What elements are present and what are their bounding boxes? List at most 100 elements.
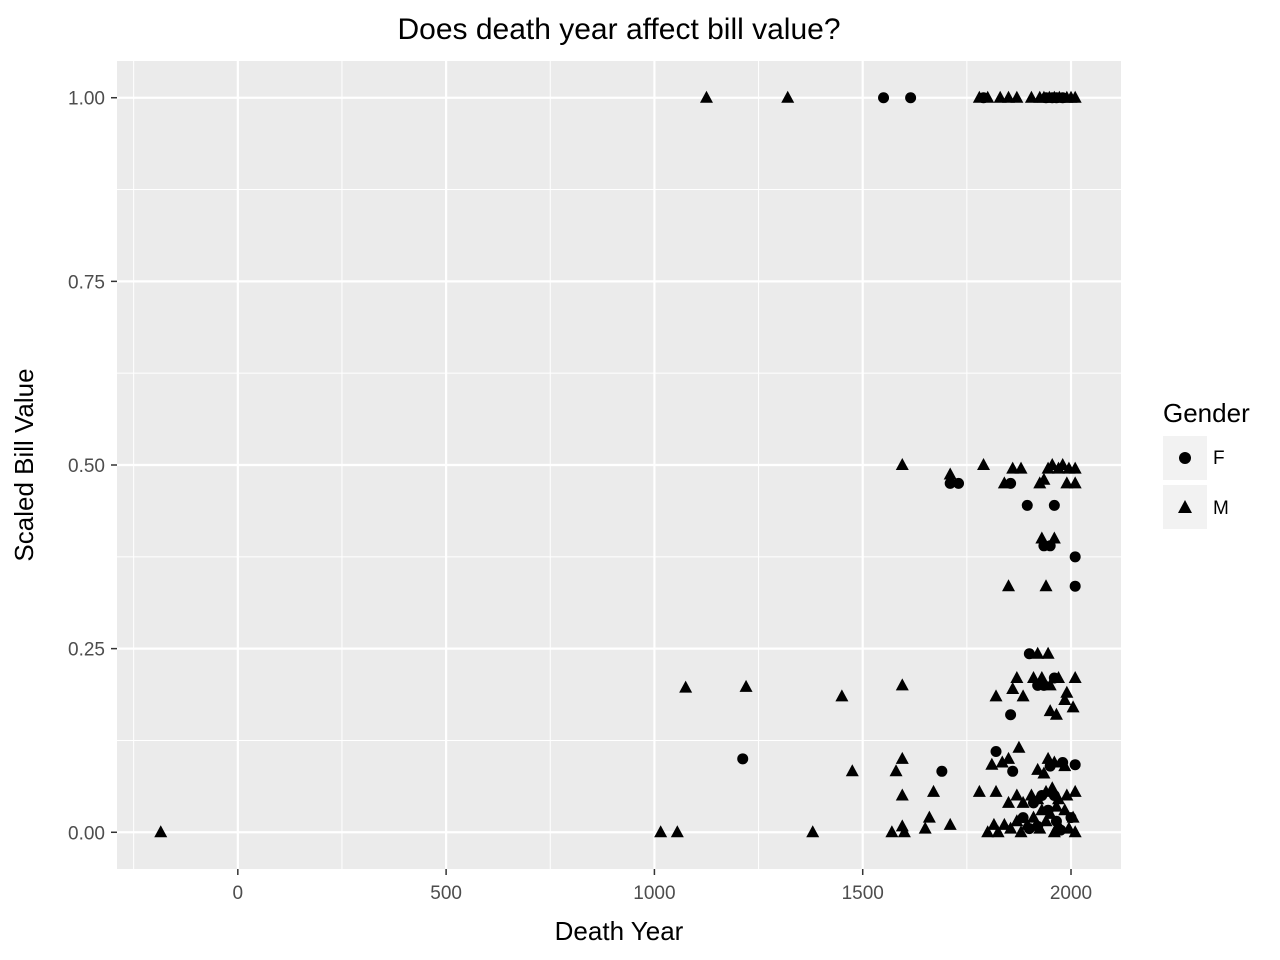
point-m — [1016, 795, 1030, 808]
point-m — [1024, 90, 1038, 103]
y-tick-label: 0.25 — [68, 640, 105, 661]
point-m — [1043, 704, 1057, 717]
point-m — [1039, 784, 1053, 797]
point-m — [654, 825, 668, 838]
point-f — [1023, 648, 1035, 660]
point-m — [1035, 671, 1049, 684]
point-m — [739, 679, 753, 692]
point-m — [1031, 792, 1045, 805]
point-m — [1052, 817, 1066, 830]
legend: Gender F M — [1163, 398, 1250, 529]
point-m — [1010, 814, 1024, 827]
x-tick-label: 1000 — [633, 883, 675, 904]
point-m — [1014, 825, 1028, 838]
point-m — [845, 764, 859, 777]
point-m — [1002, 90, 1016, 103]
point-m — [1010, 788, 1024, 801]
point-m — [1031, 762, 1045, 775]
legend-key-f-circle-icon — [1179, 452, 1191, 464]
point-m — [1052, 671, 1066, 684]
point-m — [1037, 472, 1051, 485]
point-m — [997, 817, 1011, 830]
point-m — [1016, 689, 1030, 702]
point-f — [1048, 499, 1060, 511]
grid-major — [117, 61, 1121, 869]
data-points — [154, 90, 1082, 838]
point-m — [989, 784, 1003, 797]
point-m — [1027, 671, 1041, 684]
point-f — [1021, 499, 1033, 511]
point-m — [1068, 461, 1082, 474]
point-m — [889, 764, 903, 777]
point-m — [997, 476, 1011, 489]
point-f — [1007, 765, 1019, 777]
point-f — [905, 92, 917, 104]
point-f — [1005, 709, 1017, 721]
point-m — [1068, 784, 1082, 797]
point-m — [1047, 825, 1061, 838]
point-m — [995, 755, 1009, 768]
point-f — [944, 477, 956, 489]
point-m — [989, 689, 1003, 702]
x-tick-label: 2000 — [1050, 883, 1092, 904]
point-m — [154, 825, 168, 838]
point-m — [781, 90, 795, 103]
legend-title: Gender — [1163, 398, 1250, 428]
point-m — [981, 90, 995, 103]
point-m — [1052, 792, 1066, 805]
y-tick-label: 1.00 — [68, 89, 105, 110]
y-tick-label: 0.00 — [68, 823, 105, 844]
point-m — [1037, 766, 1051, 779]
point-m — [1041, 751, 1055, 764]
point-m — [1060, 788, 1074, 801]
y-tick-label: 0.75 — [68, 272, 105, 293]
point-f — [878, 92, 890, 104]
point-m — [1006, 682, 1020, 695]
point-m — [1068, 90, 1082, 103]
y-tick-label: 0.50 — [68, 456, 105, 477]
point-m — [1047, 755, 1061, 768]
point-m — [1066, 700, 1080, 713]
point-m — [977, 458, 991, 470]
point-m — [972, 784, 986, 797]
point-m — [1068, 825, 1082, 838]
point-m — [1066, 810, 1080, 823]
point-m — [1068, 671, 1082, 684]
point-m — [1039, 579, 1053, 592]
point-m — [1012, 740, 1026, 753]
point-m — [927, 784, 941, 797]
x-tick-label: 500 — [430, 883, 462, 904]
point-m — [835, 689, 849, 702]
point-m — [1060, 685, 1074, 698]
point-m — [895, 788, 909, 801]
x-axis: 0 500 1000 1500 2000 — [233, 869, 1092, 904]
y-axis-title: Scaled Bill Value — [9, 368, 39, 561]
point-m — [1058, 759, 1072, 772]
point-m — [1027, 810, 1041, 823]
point-f — [1069, 580, 1081, 592]
point-m — [1020, 817, 1034, 830]
point-f — [1069, 551, 1081, 563]
legend-key-m-triangle-icon — [1178, 500, 1192, 513]
point-m — [1049, 707, 1063, 720]
point-m — [895, 751, 909, 764]
point-m — [1014, 461, 1028, 474]
point-m — [972, 90, 986, 103]
point-m — [1045, 781, 1059, 794]
point-m — [1002, 579, 1016, 592]
point-m — [895, 458, 909, 470]
point-m — [1043, 806, 1057, 819]
point-m — [1010, 671, 1024, 684]
point-m — [1058, 803, 1072, 816]
point-m — [1031, 646, 1045, 659]
x-tick-label: 0 — [233, 883, 244, 904]
point-m — [991, 825, 1005, 838]
point-f — [737, 753, 749, 765]
point-m — [699, 90, 713, 103]
legend-label-m: M — [1213, 498, 1229, 519]
point-m — [895, 678, 909, 691]
point-m — [1060, 476, 1074, 489]
point-m — [1004, 821, 1018, 834]
point-m — [1006, 461, 1020, 474]
point-m — [1068, 476, 1082, 489]
